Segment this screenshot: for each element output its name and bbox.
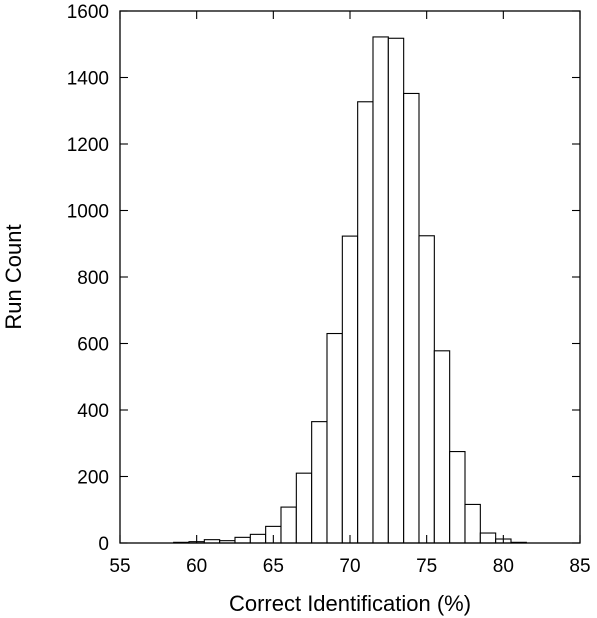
y-tick-label: 1600 [67, 2, 109, 23]
histogram-bar [403, 92, 420, 544]
y-tick-label: 600 [77, 335, 109, 356]
x-tick-label: 75 [416, 556, 437, 577]
y-tick-label: 0 [98, 534, 109, 555]
y-axis-label: Run Count [1, 224, 26, 329]
histogram-bar [449, 451, 466, 544]
y-tick-label: 400 [77, 401, 109, 422]
x-tick-label: 80 [493, 556, 514, 577]
ticks-group: 55 60 65 70 75 80 85 0 200 400 600 800 1000 1200 1400 1… [67, 2, 591, 577]
histogram-bar [357, 101, 374, 544]
bars-group [173, 36, 527, 544]
x-tick-label: 85 [569, 556, 590, 577]
histogram-bar [280, 506, 297, 544]
y-tick-label: 1400 [67, 69, 109, 90]
histogram-bar [326, 332, 343, 544]
y-tick-label: 1000 [67, 202, 109, 223]
histogram-bar [311, 421, 328, 544]
y-tick-label: 800 [77, 268, 109, 289]
histogram-bar [479, 532, 497, 544]
y-tick-label: 1200 [67, 135, 109, 156]
y-tick-label: 200 [77, 468, 109, 489]
histogram-bar [341, 235, 359, 544]
x-tick-label: 55 [109, 556, 130, 577]
x-tick-label: 60 [186, 556, 207, 577]
histogram-bar [418, 235, 435, 544]
x-tick-label: 65 [263, 556, 284, 577]
histogram-bar [249, 533, 267, 544]
plot-frame [119, 10, 581, 544]
x-tick-label: 70 [339, 556, 360, 577]
x-axis-label: Correct Identification (%) [229, 591, 471, 616]
histogram-bar [387, 37, 405, 544]
histogram-bar [433, 350, 451, 544]
histogram-bar [372, 36, 389, 544]
histogram-bar [234, 536, 251, 544]
histogram-bar [295, 472, 313, 544]
histogram-bar [464, 503, 481, 544]
